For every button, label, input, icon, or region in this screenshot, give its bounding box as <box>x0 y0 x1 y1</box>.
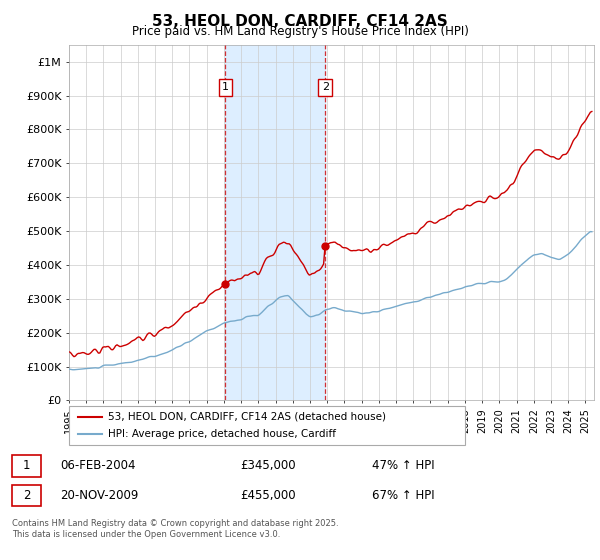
Text: 2: 2 <box>322 82 329 92</box>
Text: 06-FEB-2004: 06-FEB-2004 <box>60 459 136 473</box>
Text: Price paid vs. HM Land Registry's House Price Index (HPI): Price paid vs. HM Land Registry's House … <box>131 25 469 38</box>
Text: 67% ↑ HPI: 67% ↑ HPI <box>372 489 434 502</box>
Text: 20-NOV-2009: 20-NOV-2009 <box>60 489 139 502</box>
Text: £455,000: £455,000 <box>240 489 296 502</box>
Text: £345,000: £345,000 <box>240 459 296 473</box>
Text: 53, HEOL DON, CARDIFF, CF14 2AS: 53, HEOL DON, CARDIFF, CF14 2AS <box>152 14 448 29</box>
Text: 1: 1 <box>23 459 30 473</box>
Text: 2: 2 <box>23 489 30 502</box>
Text: HPI: Average price, detached house, Cardiff: HPI: Average price, detached house, Card… <box>108 429 336 439</box>
Bar <box>226 45 325 400</box>
Text: Contains HM Land Registry data © Crown copyright and database right 2025.
This d: Contains HM Land Registry data © Crown c… <box>12 520 338 539</box>
Text: 53, HEOL DON, CARDIFF, CF14 2AS (detached house): 53, HEOL DON, CARDIFF, CF14 2AS (detache… <box>108 412 386 422</box>
Text: 1: 1 <box>222 82 229 92</box>
Text: 47% ↑ HPI: 47% ↑ HPI <box>372 459 434 473</box>
